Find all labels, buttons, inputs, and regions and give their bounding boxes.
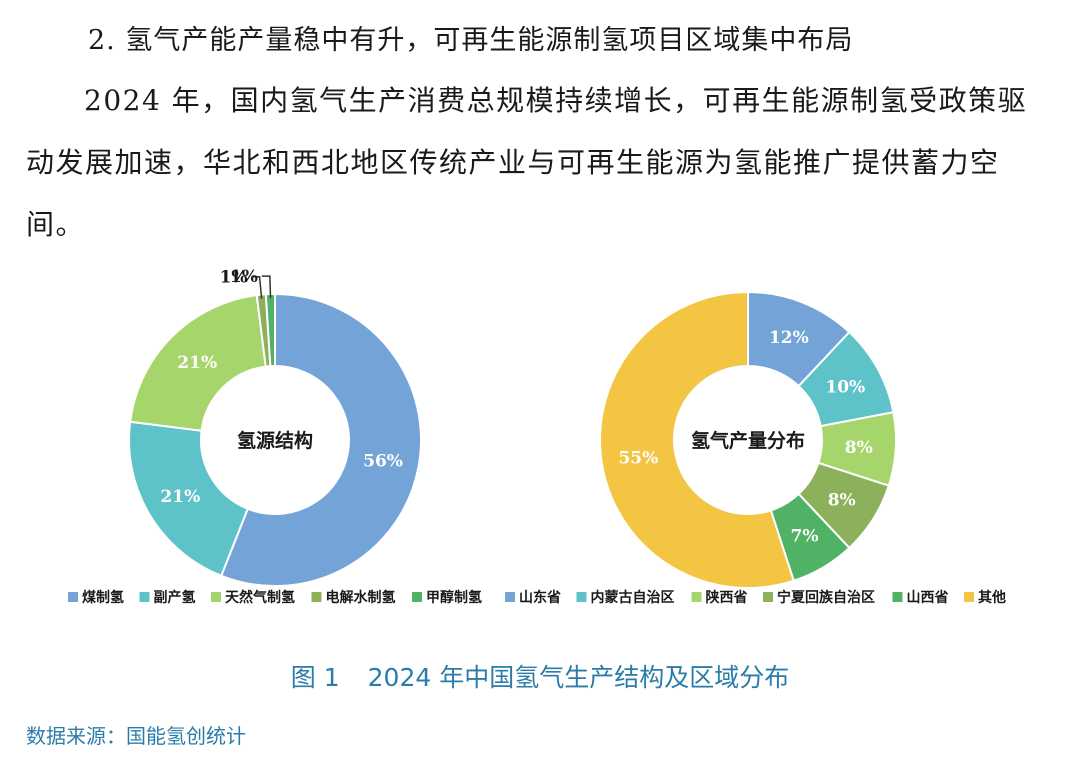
donut-slice [219,292,422,587]
hydrogen-charts: 56%21%21%1%1%氢源结构 12%10%8%8%7%55%氢气产量分布 … [68,267,1006,606]
production-distribution-donut: 12% 10% 8% 8% 7% 55% 氢气产量分布 [599,290,897,589]
slice-label: 7% [791,527,819,547]
legend-label: 煤制氢 [82,589,124,606]
donut-slice [129,294,267,432]
legend-label: 山西省 [907,589,949,606]
legend-swatch [691,592,702,602]
legend-label: 副产氢 [154,589,196,606]
body-paragraph: 2024 年，国内氢气生产消费总规模持续增长，可再生能源制氢受政策驱动发展加速，… [26,84,1028,241]
legend-label: 陕西省 [706,589,748,606]
slice-label: 8% [828,490,856,510]
legend-label: 电解水制氢 [326,589,396,606]
slice-label: 56% [363,452,403,472]
legend-swatch [412,592,422,602]
data-source: 数据来源：国能氢创统计 [26,724,246,748]
donut-center-title: 氢源结构 [237,429,313,452]
slice-label: 21% [160,487,200,507]
legend-swatch [576,592,587,602]
legend-label: 宁夏回族自治区 [777,589,875,606]
donut-center-title: 氢气产量分布 [691,429,805,452]
chart-legend: 煤制氢 副产氢 天然气制氢 电解水制氢 甲醇制氢 山东省 内蒙古自治区 陕西省 宁夏回族自治区 山… [68,589,1006,606]
donut-slice [128,420,250,578]
legend-swatch [763,592,773,602]
figure-title: 2024 年中国氢气生产结构及区域分布 [367,663,790,692]
legend-swatch [964,592,974,602]
legend-label: 山东省 [519,589,561,606]
legend-swatch [139,592,150,602]
figure-number: 图 1 [290,663,340,692]
donut-slice [264,292,276,368]
hydrogen-source-donut: 56% 21% 21% 1%1% 氢源结构 [128,267,422,587]
leader-line [251,275,263,299]
donut-slice [599,290,795,589]
leader-line [261,275,272,299]
slice-label: 1% [230,267,258,287]
legend-label: 其他 [978,589,1006,606]
legend-label: 甲醇制氢 [426,589,482,606]
slice-label: 1% [220,268,248,288]
legend-swatch [211,592,221,602]
legend-label: 天然气制氢 [225,589,295,606]
figure-caption: 图 1 2024 年中国氢气生产结构及区域分布 [0,658,1080,694]
section-heading: 2. 氢气产能产量稳中有升，可再生能源制氢项目区域集中布局 [88,25,854,56]
legend-swatch [892,592,903,602]
legend-label: 内蒙古自治区 [591,589,675,606]
slice-label: 10% [825,378,865,398]
slice-label: 21% [177,353,217,373]
slice-label: 55% [618,448,658,468]
slice-label: 12% [769,328,809,348]
legend-swatch [311,592,322,602]
slice-label: 8% [845,438,873,458]
legend-swatch [68,592,78,602]
legend-swatch [505,592,515,602]
